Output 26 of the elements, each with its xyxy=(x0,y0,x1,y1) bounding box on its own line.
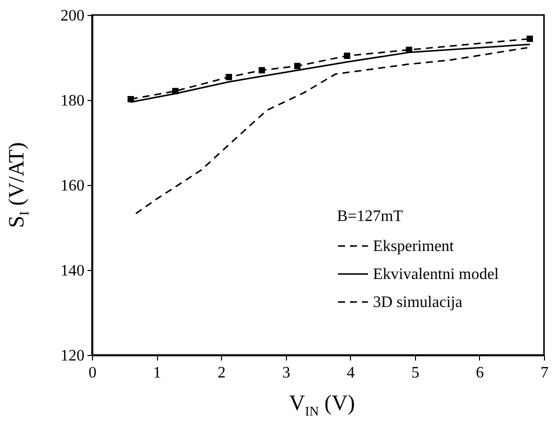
x-tick-label: 0 xyxy=(88,364,96,382)
x-tick-label: 6 xyxy=(476,364,484,382)
point xyxy=(172,88,178,94)
x-tick-label: 5 xyxy=(411,364,420,382)
y-tick-label: 200 xyxy=(60,8,84,24)
x-tick-label: 2 xyxy=(218,364,226,382)
x-axis-title: V$_{IN}$ (V) xyxy=(288,390,356,420)
point xyxy=(406,46,412,54)
point xyxy=(344,52,350,59)
y-tick-label: 160 xyxy=(60,178,84,194)
legend-label: 3D simulacija xyxy=(373,294,462,311)
point xyxy=(226,74,232,80)
point xyxy=(128,96,134,102)
y-tick-label: 140 xyxy=(60,262,84,280)
point xyxy=(526,36,533,42)
x-tick-label: 4 xyxy=(346,364,355,382)
x-tick-label: 7 xyxy=(540,364,548,382)
legend-title: B=127mT xyxy=(337,208,404,225)
y-tick-label: 180 xyxy=(60,92,84,110)
point xyxy=(258,67,265,74)
x-tick-label: 1 xyxy=(153,364,162,382)
y-tick-label: 120 xyxy=(60,348,84,364)
legend-label: Ekvivalentni model xyxy=(373,266,500,283)
legend-label: Eksperiment xyxy=(373,238,454,255)
point xyxy=(294,62,300,70)
x-tick-label: 3 xyxy=(282,364,290,382)
